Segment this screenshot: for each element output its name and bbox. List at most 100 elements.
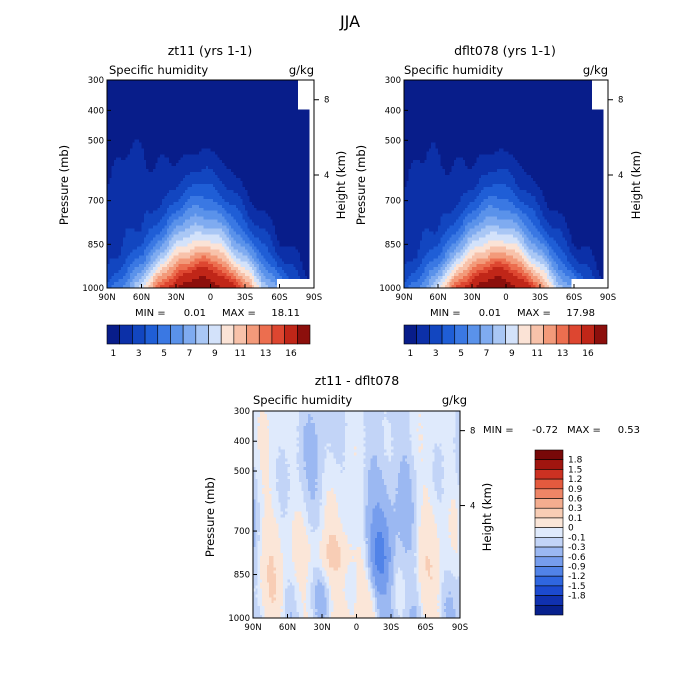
colorbar-label: 7 xyxy=(187,349,193,359)
colorbar-label: -0.1 xyxy=(568,533,586,543)
colorbar-label: 7 xyxy=(484,349,490,359)
panel-b-ylabel: Pressure (mb) xyxy=(354,145,368,225)
colorbar-swatch xyxy=(132,324,146,345)
colorbar-swatch xyxy=(403,324,417,345)
colorbar-swatch xyxy=(182,324,197,345)
y-tick-label: 1000 xyxy=(379,284,401,294)
colorbar-swatch xyxy=(534,449,564,461)
y-tick-label: 1000 xyxy=(82,284,104,294)
panel-c-max-label: MAX = xyxy=(567,425,601,436)
colorbar-label: 3 xyxy=(136,349,142,359)
x-tick-label: 30S xyxy=(237,293,253,303)
colorbar-swatch xyxy=(534,469,564,480)
panel-a: zt11 (yrs 1-1) Specific humidity g/kg 90… xyxy=(57,43,348,359)
colorbar-label: 5 xyxy=(161,349,167,359)
panel-c-subtitle: Specific humidity xyxy=(253,393,352,407)
colorbar-swatch xyxy=(170,324,184,345)
colorbar-swatch xyxy=(297,324,311,345)
x-tick-label: 60S xyxy=(566,293,582,303)
colorbar-label: -1.5 xyxy=(568,582,586,592)
panel-a-min-label: MIN = xyxy=(135,308,166,319)
x-tick-label: 60S xyxy=(417,623,433,633)
colorbar-swatch xyxy=(534,604,564,616)
colorbar-swatch xyxy=(467,324,481,345)
colorbar-swatch xyxy=(119,324,133,345)
colorbar-swatch xyxy=(534,546,564,558)
colorbar-swatch xyxy=(157,324,171,345)
colorbar-swatch xyxy=(543,324,557,345)
y-tick-label: 850 xyxy=(88,240,104,250)
colorbar-swatch xyxy=(479,324,494,345)
x-tick-label: 90N xyxy=(98,293,115,303)
colorbar-label: 0.3 xyxy=(568,504,582,514)
colorbar-label: -0.9 xyxy=(568,562,586,572)
x-tick-label: 90S xyxy=(452,623,468,633)
y-tick-label: 1000 xyxy=(228,614,250,624)
colorbar-swatch xyxy=(555,324,570,345)
y2-tick-label: 4 xyxy=(470,502,475,512)
colorbar-swatch xyxy=(534,488,564,499)
colorbar-swatch xyxy=(530,324,544,345)
y-tick-label: 500 xyxy=(385,136,401,146)
colorbar-label: 16 xyxy=(582,349,594,359)
colorbar-label: -0.6 xyxy=(568,553,586,563)
panel-a-max-value: 18.11 xyxy=(271,308,300,319)
colorbar-swatch xyxy=(258,324,273,345)
colorbar-swatch xyxy=(271,324,285,345)
panel-c-ylabel: Pressure (mb) xyxy=(203,477,217,557)
panel-a-title: zt11 (yrs 1-1) xyxy=(168,43,253,58)
colorbar-swatch xyxy=(208,324,222,345)
panel-c-min-value: -0.72 xyxy=(532,425,558,436)
colorbar-swatch xyxy=(534,478,564,490)
panel-c-y2label: Height (km) xyxy=(480,483,494,552)
panel-c-min-label: MIN = xyxy=(483,425,514,436)
panel-c: zt11 - dflt078 Specific humidity g/kg 90… xyxy=(203,373,640,633)
panel-a-y2label: Height (km) xyxy=(334,151,348,220)
colorbar-swatch xyxy=(144,324,159,345)
colorbar-swatch xyxy=(505,324,519,345)
panel-b-field xyxy=(404,80,608,288)
y2-tick-label: 8 xyxy=(324,96,329,106)
colorbar-swatch xyxy=(534,517,564,528)
panel-b-min-label: MIN = xyxy=(430,308,461,319)
y-tick-label: 700 xyxy=(88,197,104,207)
colorbar-swatch xyxy=(441,324,456,345)
colorbar-swatch xyxy=(284,324,298,345)
x-tick-label: 0 xyxy=(354,623,359,633)
y-tick-label: 500 xyxy=(234,467,250,477)
x-tick-label: 90S xyxy=(306,293,322,303)
colorbar-swatch xyxy=(534,459,564,470)
y-tick-label: 300 xyxy=(385,76,401,86)
colorbar-label: 0.9 xyxy=(568,485,583,495)
colorbar-swatch xyxy=(534,537,564,548)
colorbar-swatch xyxy=(106,324,120,345)
colorbar-label: 1 xyxy=(407,349,413,359)
x-tick-label: 60N xyxy=(279,623,296,633)
y-tick-label: 700 xyxy=(234,527,250,537)
panel-b-max-label: MAX = xyxy=(517,308,551,319)
colorbar-swatch xyxy=(454,324,468,345)
y-tick-label: 850 xyxy=(234,571,250,581)
x-tick-label: 0 xyxy=(208,293,213,303)
page-title: JJA xyxy=(339,12,360,31)
colorbar-label: 9 xyxy=(509,349,515,359)
colorbar-swatch xyxy=(246,324,260,345)
x-tick-label: 30N xyxy=(167,293,184,303)
colorbar-swatch xyxy=(233,324,247,345)
colorbar-label: 1 xyxy=(110,349,116,359)
x-tick-label: 60N xyxy=(429,293,446,303)
colorbar-label: 16 xyxy=(285,349,297,359)
x-tick-label: 90S xyxy=(600,293,616,303)
colorbar-label: 0.6 xyxy=(568,495,583,505)
panel-a-min-value: 0.01 xyxy=(184,308,206,319)
colorbar-swatch xyxy=(534,498,564,509)
panel-b-max-value: 17.98 xyxy=(566,308,595,319)
colorbar-swatch xyxy=(534,595,564,606)
y-tick-label: 700 xyxy=(385,197,401,207)
x-tick-label: 30S xyxy=(383,623,399,633)
x-tick-label: 30S xyxy=(532,293,548,303)
colorbar-label: 11 xyxy=(531,349,542,359)
panel-b-y2label: Height (km) xyxy=(629,151,643,220)
colorbar-swatch xyxy=(568,324,582,345)
